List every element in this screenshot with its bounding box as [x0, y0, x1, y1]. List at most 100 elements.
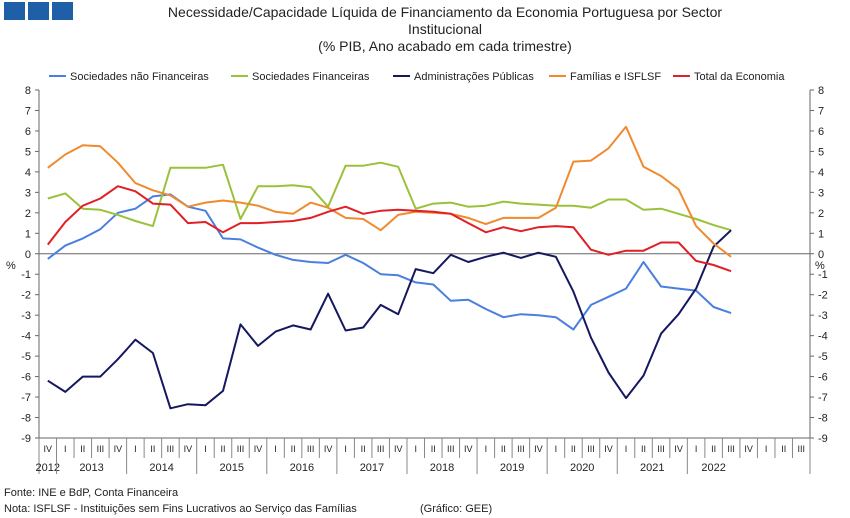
quarter-label: I — [414, 444, 417, 454]
quarter-label: I — [344, 444, 347, 454]
year-label: 2020 — [570, 462, 594, 474]
quarter-label: III — [727, 444, 735, 454]
series-line — [47, 229, 732, 410]
y-tick-label-right: -5 — [818, 351, 828, 363]
y-tick-label-left: 0 — [25, 249, 31, 261]
quarter-label: IV — [114, 444, 123, 454]
y-tick-label-right: 6 — [818, 126, 824, 138]
quarter-label: IV — [254, 444, 263, 454]
legend-label: Famílias e ISFLSF — [570, 71, 661, 83]
y-tick-label-left: -3 — [21, 310, 31, 322]
quarter-label: III — [517, 444, 525, 454]
y-tick-label-right: -9 — [818, 433, 828, 445]
legend-label: Sociedades Financeiras — [252, 71, 370, 83]
quarter-label: III — [587, 444, 595, 454]
quarter-label: III — [797, 444, 805, 454]
year-label: 2015 — [220, 462, 244, 474]
logo-square — [4, 2, 25, 20]
quarter-label: I — [485, 444, 488, 454]
y-tick-label-right: -8 — [818, 413, 828, 425]
quarter-label: II — [571, 444, 576, 454]
y-tick-label-right: 3 — [818, 187, 824, 199]
quarter-label: III — [447, 444, 455, 454]
quarter-label: II — [711, 444, 716, 454]
quarter-label: III — [97, 444, 105, 454]
quarter-label: III — [167, 444, 175, 454]
quarter-label: II — [291, 444, 296, 454]
y-tick-label-left: 1 — [25, 228, 31, 240]
year-label: 2022 — [701, 462, 725, 474]
quarter-label: I — [274, 444, 277, 454]
y-tick-label-left: -9 — [21, 433, 31, 445]
quarter-label: III — [657, 444, 665, 454]
y-tick-label-right: -1 — [818, 269, 828, 281]
quarter-label: III — [307, 444, 315, 454]
quarter-label: IV — [674, 444, 683, 454]
y-tick-label-left: -5 — [21, 351, 31, 363]
y-tick-label-right: 5 — [818, 146, 824, 158]
quarter-label: IV — [44, 444, 53, 454]
chart-title: Necessidade/Capacidade Líquida de Financ… — [95, 4, 795, 55]
quarter-label: I — [695, 444, 698, 454]
y-tick-label-right: -6 — [818, 372, 828, 384]
gee-logo-icon — [4, 2, 73, 20]
footnote: Nota: ISFLSF - Instituições sem Fins Luc… — [4, 503, 357, 515]
y-tick-label-left: 6 — [25, 126, 31, 138]
y-axis-label-right: % — [815, 260, 825, 272]
quarter-label: IV — [184, 444, 193, 454]
year-label: 2017 — [360, 462, 384, 474]
y-tick-label-right: -3 — [818, 310, 828, 322]
y-tick-label-right: 0 — [818, 249, 824, 261]
y-tick-label-left: 5 — [25, 146, 31, 158]
y-tick-label-left: -7 — [21, 392, 31, 404]
series-line — [47, 125, 732, 258]
quarter-label: II — [781, 444, 786, 454]
year-label: 2016 — [290, 462, 314, 474]
y-tick-label-right: 7 — [818, 105, 824, 117]
y-tick-label-left: -8 — [21, 413, 31, 425]
quarter-label: IV — [534, 444, 543, 454]
quarter-label: III — [377, 444, 385, 454]
y-tick-label-left: -2 — [21, 290, 31, 302]
quarter-label: I — [204, 444, 207, 454]
quarter-label: II — [150, 444, 155, 454]
quarter-label: II — [80, 444, 85, 454]
quarter-label: I — [134, 444, 137, 454]
y-tick-label-right: 8 — [818, 85, 824, 97]
year-label: 2021 — [640, 462, 664, 474]
quarter-label: II — [501, 444, 506, 454]
year-label: 2013 — [79, 462, 103, 474]
quarter-label: II — [220, 444, 225, 454]
y-axis-label-left: % — [6, 260, 16, 272]
quarter-label: IV — [464, 444, 473, 454]
series-line — [47, 161, 732, 232]
chart-title-line-2: Institucional — [408, 21, 482, 37]
year-label: 2012 — [36, 462, 60, 474]
y-tick-label-right: 1 — [818, 228, 824, 240]
year-label: 2019 — [500, 462, 524, 474]
y-tick-label-right: -7 — [818, 392, 828, 404]
quarter-label: IV — [604, 444, 613, 454]
legend-label: Administrações Públicas — [414, 71, 534, 83]
y-tick-label-left: -1 — [21, 269, 31, 281]
series-line — [47, 185, 732, 273]
quarter-label: I — [64, 444, 67, 454]
y-tick-label-left: 4 — [25, 167, 31, 179]
legend-label: Total da Economia — [694, 71, 785, 83]
legend-label: Sociedades não Financeiras — [70, 71, 209, 83]
year-label: 2014 — [149, 462, 173, 474]
quarter-label: II — [431, 444, 436, 454]
chart-title-line-3: (% PIB, Ano acabado em cada trimestre) — [318, 38, 572, 54]
y-tick-label-left: 2 — [25, 208, 31, 220]
y-tick-label-right: -2 — [818, 290, 828, 302]
quarter-label: IV — [324, 444, 333, 454]
logo-square — [28, 2, 49, 20]
quarter-label: II — [641, 444, 646, 454]
y-tick-label-left: 7 — [25, 105, 31, 117]
source-note: Fonte: INE e BdP, Conta Financeira — [4, 487, 179, 499]
quarter-label: II — [361, 444, 366, 454]
y-tick-label-right: -4 — [818, 331, 828, 343]
chart-credit: (Gráfico: GEE) — [420, 503, 493, 515]
quarter-label: IV — [744, 444, 753, 454]
y-tick-label-left: -6 — [21, 372, 31, 384]
